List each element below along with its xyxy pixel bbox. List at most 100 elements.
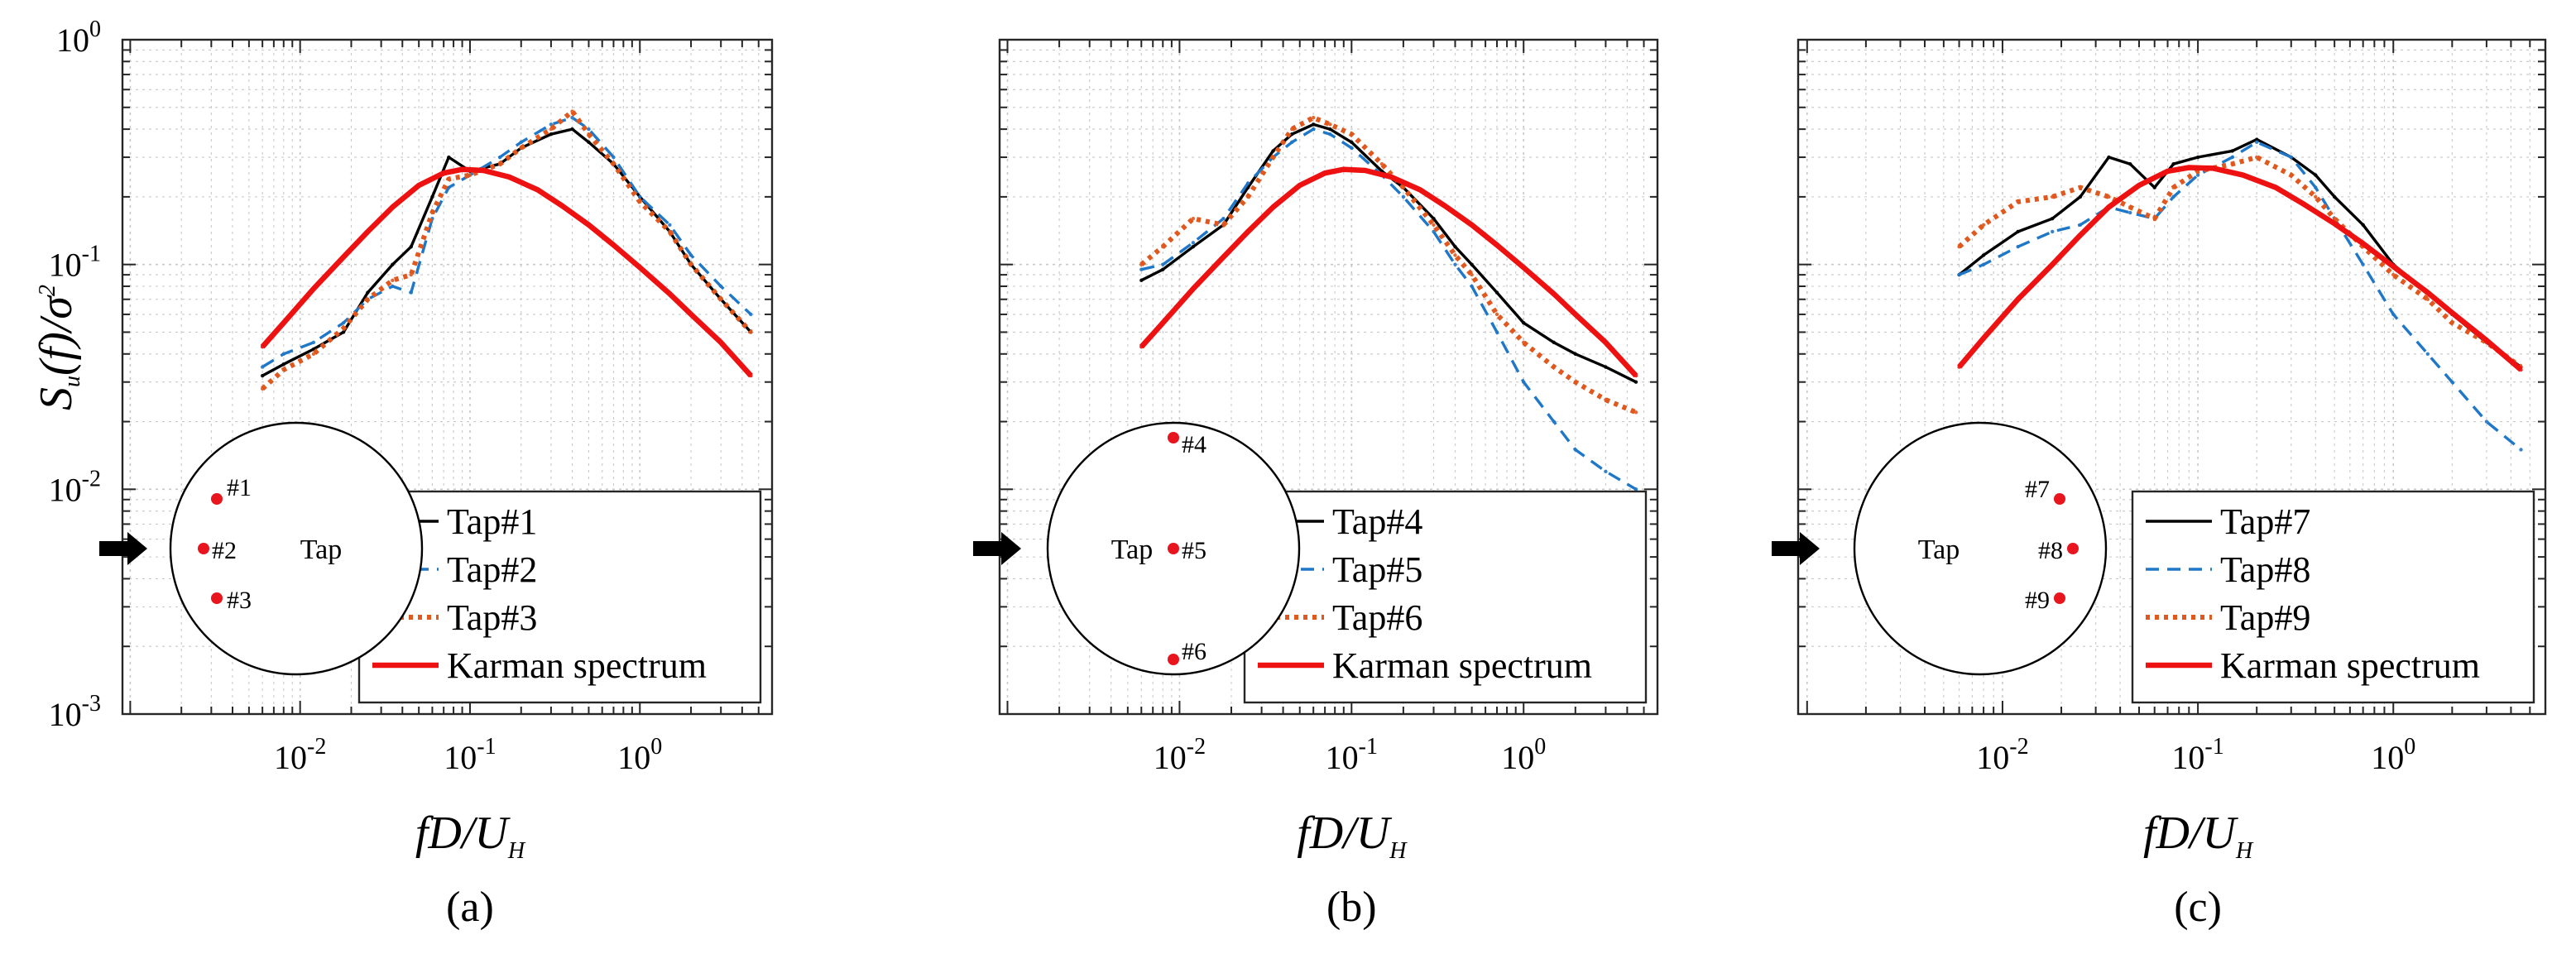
data-point (2425, 352, 2430, 356)
panel-caption: (b) (1326, 884, 1377, 931)
data-point (1633, 487, 1638, 491)
data-point (560, 204, 564, 209)
data-point (535, 188, 540, 192)
y-tick-base: 10 (56, 22, 89, 59)
data-point (612, 243, 616, 247)
series-line-tap-6 (1139, 115, 1638, 415)
data-point (2314, 173, 2318, 177)
x-axis-label-sub: H (507, 838, 526, 864)
data-point (549, 127, 554, 132)
data-point (281, 321, 285, 325)
panel-2: 10-2 10-1 100fD/UH(b)Tap#4Tap#5Tap#6Karman… (973, 38, 1659, 931)
data-point (2361, 242, 2365, 246)
data-point (638, 199, 642, 204)
y-tick-label: 10-2 (49, 466, 101, 508)
data-point (1432, 229, 1436, 234)
data-point (366, 290, 370, 295)
data-point (260, 386, 265, 391)
data-point (1981, 223, 1986, 228)
data-point (749, 373, 753, 378)
x-tick-exp: 0 (2404, 734, 2415, 760)
x-tick-exp: 0 (1534, 734, 1546, 760)
x-axis-label-main: fD/U (415, 808, 511, 859)
data-point (2137, 183, 2142, 188)
data-point (688, 312, 693, 317)
data-point (281, 362, 285, 367)
data-point (2166, 169, 2170, 174)
data-point (1245, 194, 1250, 199)
x-tick-label: 10-1 (2171, 734, 2223, 776)
data-point (311, 340, 316, 345)
x-axis-label-sub: H (1389, 838, 1408, 864)
data-point (2128, 205, 2132, 209)
data-point (430, 194, 434, 199)
data-point (2016, 244, 2020, 249)
data-point (447, 185, 451, 189)
data-point (1401, 185, 1406, 189)
data-point (1453, 262, 1457, 266)
x-tick-label: 10-1 (1326, 734, 1378, 776)
legend-label: Karman spectrum (2220, 645, 2480, 686)
data-point (1604, 340, 1608, 345)
data-point (2195, 155, 2200, 160)
data-point (391, 278, 395, 283)
legend-label: Tap#9 (2220, 597, 2310, 638)
data-point (260, 373, 265, 378)
data-point (587, 140, 591, 145)
panel-caption: (c) (2174, 884, 2222, 931)
data-point (2171, 185, 2175, 189)
x-tick-exp: -2 (307, 734, 326, 760)
pressure-tap-label: #6 (1182, 638, 1206, 665)
y-tick-base: 10 (49, 471, 82, 508)
data-point (570, 109, 574, 113)
data-point (2289, 155, 2293, 160)
x-tick-exp: 0 (650, 734, 662, 760)
data-point (1341, 167, 1346, 171)
pressure-tap-label: #8 (2038, 537, 2063, 564)
data-point (2078, 194, 2083, 199)
data-point (311, 286, 316, 291)
data-point (341, 321, 346, 325)
data-point (1322, 171, 1327, 175)
x-tick-base: 10 (1976, 739, 2009, 776)
data-point (2425, 290, 2430, 295)
data-point (1271, 155, 1275, 160)
data-point (1379, 161, 1384, 166)
data-point (1161, 321, 1165, 325)
data-point (2484, 419, 2489, 424)
data-point (409, 244, 413, 249)
axes-frame (121, 38, 774, 716)
data-point (1633, 373, 1638, 378)
x-tick-base: 10 (2171, 739, 2204, 776)
data-point (2128, 161, 2132, 166)
x-axis-label: fD/UH (415, 808, 526, 864)
data-point (2107, 205, 2111, 209)
data-point (409, 290, 413, 295)
series-line-karman-spectrum (1957, 165, 2523, 372)
data-point (1522, 340, 1526, 345)
data-point (2314, 185, 2318, 189)
data-point (688, 262, 693, 266)
data-point (1350, 146, 1354, 151)
data-point (587, 127, 591, 132)
y-tick-label: 100 (56, 17, 101, 59)
y-tick-exp: 0 (89, 17, 101, 42)
data-point (416, 183, 421, 188)
data-point (341, 255, 346, 259)
data-point (2078, 185, 2083, 189)
data-point (507, 175, 511, 180)
data-point (1633, 380, 1638, 384)
y-tick-label: 10-3 (49, 691, 101, 733)
data-point (1139, 345, 1144, 349)
data-point (1494, 312, 1499, 317)
data-point (391, 284, 395, 289)
data-point (1139, 262, 1144, 266)
pressure-tap-marker (2067, 543, 2079, 554)
legend-label: Tap#5 (1332, 549, 1422, 590)
data-point (2152, 217, 2156, 221)
data-point (1470, 223, 1474, 228)
data-point (1161, 262, 1165, 266)
data-point (1470, 284, 1474, 289)
data-point (341, 330, 346, 334)
